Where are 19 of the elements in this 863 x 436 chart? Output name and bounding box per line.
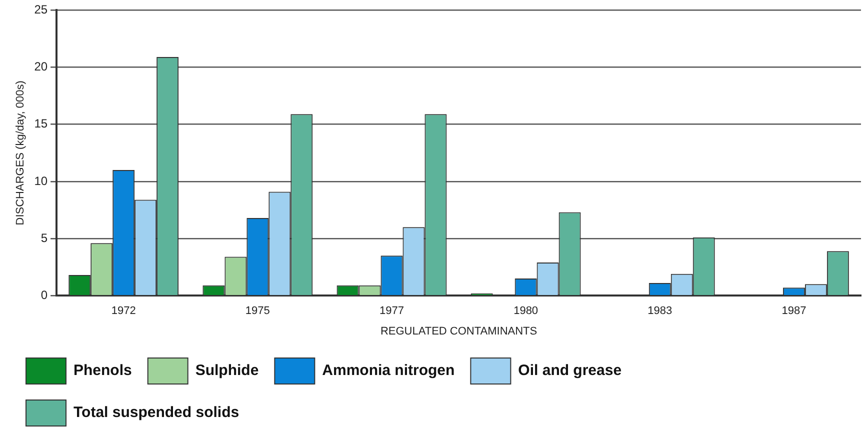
y-axis-title: DISCHARGES (kg/day, 000s) xyxy=(14,80,27,226)
legend-label: Ammonia nitrogen xyxy=(322,362,455,380)
legend-label: Oil and grease xyxy=(518,362,622,380)
x-axis-title: REGULATED CONTAMINANTS xyxy=(380,325,538,338)
y-tick-label: 20 xyxy=(34,60,48,74)
y-tick-label: 15 xyxy=(34,116,48,131)
x-tick-label: 1983 xyxy=(648,305,672,318)
y-tick-label: 25 xyxy=(34,2,48,17)
x-tick-label: 1975 xyxy=(245,305,270,318)
x-tick-label: 1972 xyxy=(111,305,136,318)
y-tick-label: 0 xyxy=(40,288,48,302)
x-tick-label: 1987 xyxy=(782,305,806,318)
y-tick-label: 5 xyxy=(40,230,48,245)
x-tick-label: 1980 xyxy=(514,305,538,318)
legend-label: Phenols xyxy=(74,362,132,380)
legend-label: Total suspended solids xyxy=(74,404,240,422)
x-tick-label: 1977 xyxy=(379,305,404,318)
legend-label: Sulphide xyxy=(195,362,259,380)
y-tick-label: 10 xyxy=(34,174,48,188)
